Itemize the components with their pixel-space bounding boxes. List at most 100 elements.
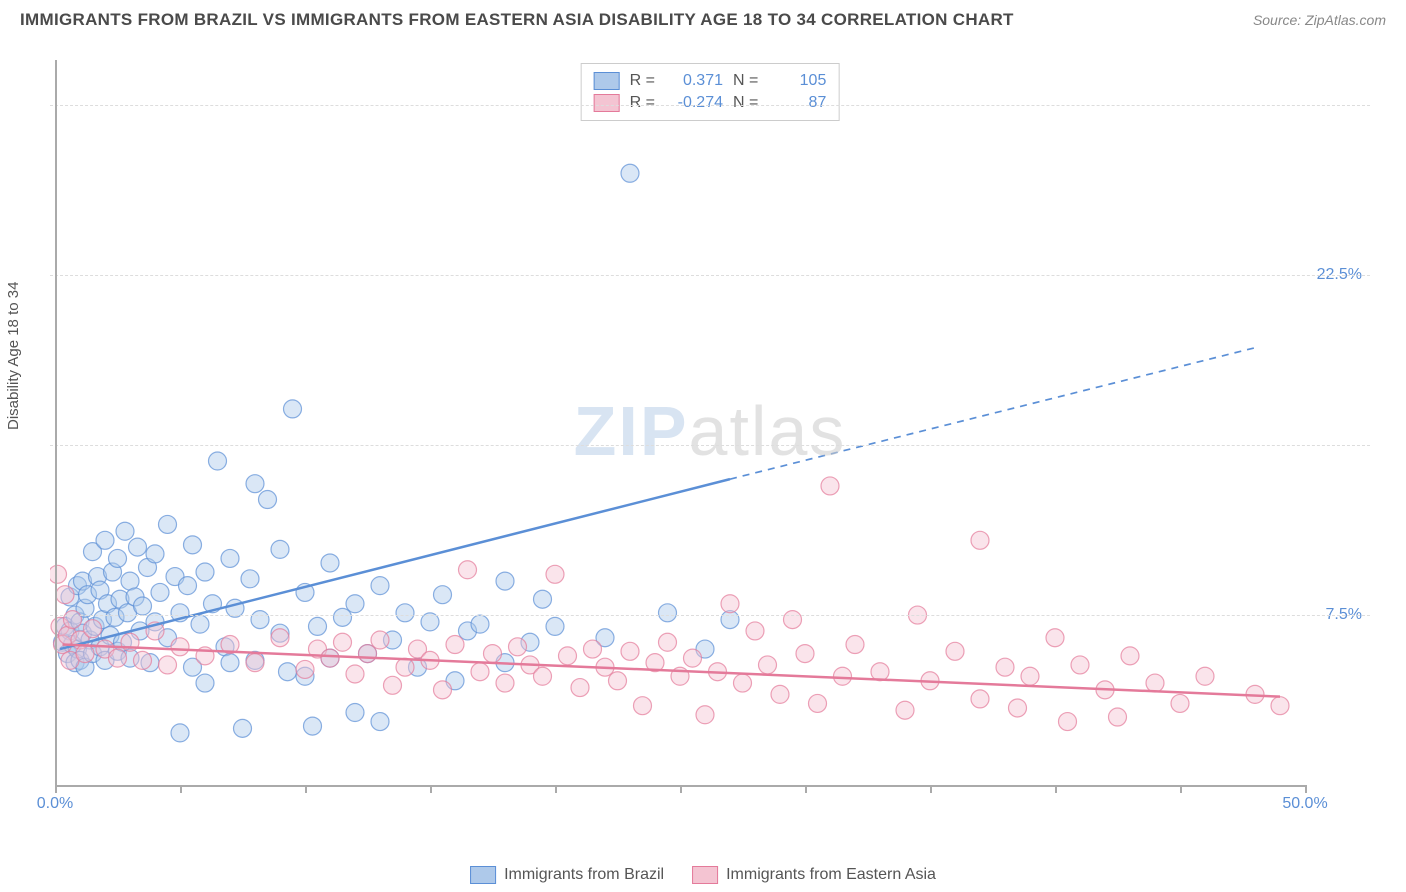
data-point [571, 679, 589, 697]
data-point [659, 604, 677, 622]
data-point [146, 545, 164, 563]
data-point [746, 622, 764, 640]
data-point [1021, 667, 1039, 685]
x-axis [55, 785, 1305, 787]
data-point [246, 475, 264, 493]
data-point [696, 706, 714, 724]
data-point [434, 681, 452, 699]
data-point [271, 540, 289, 558]
data-point [346, 595, 364, 613]
data-point [209, 452, 227, 470]
legend-row: R =0.371N =105 [594, 70, 827, 92]
legend-r-value: -0.274 [665, 94, 723, 112]
data-point [116, 522, 134, 540]
data-point [496, 572, 514, 590]
data-point [771, 685, 789, 703]
data-point [509, 638, 527, 656]
data-point [159, 515, 177, 533]
data-point [809, 694, 827, 712]
data-point [334, 633, 352, 651]
data-point [346, 665, 364, 683]
data-point [446, 636, 464, 654]
data-point [559, 647, 577, 665]
data-point [371, 631, 389, 649]
data-point [371, 713, 389, 731]
legend-swatch [470, 866, 496, 884]
data-point [496, 674, 514, 692]
data-point [109, 649, 127, 667]
legend-r-value: 0.371 [665, 72, 723, 90]
data-point [846, 636, 864, 654]
data-point [896, 701, 914, 719]
legend-series-label: Immigrants from Eastern Asia [726, 866, 936, 884]
data-point [784, 611, 802, 629]
data-point [151, 583, 169, 601]
data-point [1196, 667, 1214, 685]
data-point [1146, 674, 1164, 692]
legend-n-label: N = [733, 94, 758, 112]
x-tick [1305, 785, 1307, 793]
data-point [96, 531, 114, 549]
x-tick-label: 50.0% [1282, 795, 1327, 813]
data-point [996, 658, 1014, 676]
grid-line [50, 105, 1370, 106]
legend-series-label: Immigrants from Brazil [504, 866, 664, 884]
legend-swatch [692, 866, 718, 884]
data-point [609, 672, 627, 690]
data-point [221, 654, 239, 672]
data-point [396, 604, 414, 622]
data-point [84, 620, 102, 638]
data-point [721, 595, 739, 613]
data-point [1271, 697, 1289, 715]
trend-line-extrapolated [730, 348, 1255, 479]
data-point [171, 724, 189, 742]
data-point [834, 667, 852, 685]
data-point [1059, 713, 1077, 731]
data-point [471, 615, 489, 633]
data-point [304, 717, 322, 735]
data-point [546, 617, 564, 635]
data-point [684, 649, 702, 667]
data-point [1109, 708, 1127, 726]
data-point [246, 654, 264, 672]
data-point [796, 645, 814, 663]
data-point [321, 649, 339, 667]
legend-swatch [594, 72, 620, 90]
data-point [659, 633, 677, 651]
data-point [251, 611, 269, 629]
legend-row: R =-0.274N =87 [594, 92, 827, 114]
data-point [946, 642, 964, 660]
grid-line [50, 275, 1370, 276]
data-point [109, 549, 127, 567]
legend-series-item: Immigrants from Eastern Asia [692, 866, 936, 884]
data-point [191, 615, 209, 633]
data-point [134, 651, 152, 669]
data-point [396, 658, 414, 676]
data-point [196, 563, 214, 581]
data-point [121, 572, 139, 590]
data-point [371, 577, 389, 595]
data-point [471, 663, 489, 681]
data-point [621, 164, 639, 182]
data-point [621, 642, 639, 660]
grid-line [50, 445, 1370, 446]
data-point [129, 538, 147, 556]
legend-n-value: 105 [768, 72, 826, 90]
legend-series: Immigrants from Brazil Immigrants from Ea… [470, 866, 936, 884]
chart-title: IMMIGRANTS FROM BRAZIL VS IMMIGRANTS FRO… [20, 10, 1014, 30]
data-point [759, 656, 777, 674]
chart-area: ZIPatlas R =0.371N =105R =-0.274N =87 7.… [50, 55, 1370, 815]
data-point [159, 656, 177, 674]
y-axis [55, 60, 57, 785]
y-axis-label: Disability Age 18 to 34 [5, 282, 22, 430]
data-point [271, 629, 289, 647]
data-point [459, 561, 477, 579]
legend-swatch [594, 94, 620, 112]
data-point [279, 663, 297, 681]
data-point [821, 477, 839, 495]
data-point [134, 597, 152, 615]
legend-r-label: R = [630, 94, 655, 112]
data-point [1009, 699, 1027, 717]
data-point [76, 645, 94, 663]
data-point [296, 660, 314, 678]
